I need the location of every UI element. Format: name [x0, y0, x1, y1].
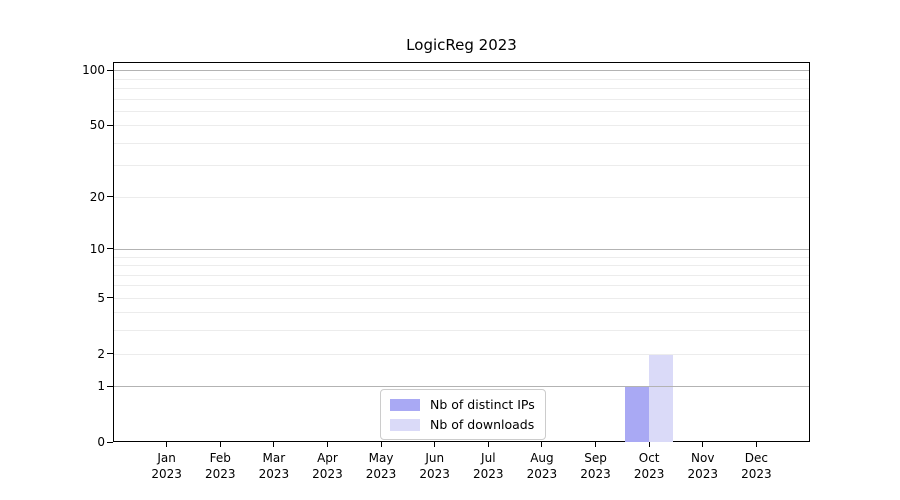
- y-tick-label-10: 10: [89, 241, 105, 256]
- x-tick-year: 2023: [687, 467, 719, 481]
- minor-gridline: [114, 98, 809, 100]
- minor-gridline: [114, 297, 809, 299]
- x-tick-month: May: [368, 451, 394, 465]
- bar-oct-distinct-ips: [625, 386, 650, 442]
- x-tick-label-dec: Dec 2023: [726, 450, 786, 482]
- x-tick-month: Jun: [425, 451, 445, 465]
- major-gridline: [114, 386, 809, 388]
- minor-gridline: [114, 78, 809, 80]
- legend-label-distinct-ips: Nb of distinct IPs: [430, 397, 535, 412]
- y-tick-mark: [107, 248, 113, 250]
- x-tick-month: Apr: [317, 451, 338, 465]
- minor-gridline: [114, 285, 809, 287]
- x-tick-label-mar: Mar 2023: [244, 450, 304, 482]
- x-tick-mark: [219, 442, 221, 447]
- y-tick-label-2: 2: [97, 346, 105, 361]
- minor-gridline: [114, 312, 809, 314]
- legend-swatch-distinct-ips: [390, 398, 420, 411]
- x-tick-month: Jan: [157, 451, 176, 465]
- x-tick-mark: [434, 442, 436, 447]
- minor-gridline: [114, 125, 809, 127]
- x-tick-mark: [166, 442, 168, 447]
- minor-gridline: [114, 142, 809, 144]
- x-tick-year: 2023: [633, 467, 665, 481]
- minor-gridline: [114, 196, 809, 198]
- x-tick-year: 2023: [419, 467, 450, 481]
- minor-gridline: [114, 330, 809, 332]
- x-tick-label-may: May 2023: [351, 450, 411, 482]
- legend: Nb of distinct IPs Nb of downloads: [380, 389, 546, 440]
- y-tick-mark: [107, 196, 113, 198]
- x-tick-label-aug: Aug 2023: [512, 450, 572, 482]
- x-tick-mark: [702, 442, 704, 447]
- x-tick-year: 2023: [312, 467, 343, 481]
- x-tick-year: 2023: [580, 467, 611, 481]
- x-tick-year: 2023: [151, 467, 182, 481]
- x-tick-month: Dec: [744, 451, 768, 465]
- chart-title: LogicReg 2023: [406, 36, 517, 54]
- minor-gridline: [114, 165, 809, 167]
- minor-gridline: [114, 88, 809, 90]
- legend-label-downloads: Nb of downloads: [430, 417, 535, 432]
- x-tick-label-sep: Sep 2023: [566, 450, 626, 482]
- major-gridline: [114, 70, 809, 72]
- x-tick-label-apr: Apr 2023: [297, 450, 357, 482]
- x-tick-label-nov: Nov 2023: [673, 450, 733, 482]
- x-tick-month: Mar: [262, 451, 286, 465]
- y-tick-mark: [107, 353, 113, 355]
- x-tick-month: Feb: [209, 451, 231, 465]
- bar-oct-downloads: [649, 353, 674, 442]
- x-tick-label-feb: Feb 2023: [190, 450, 250, 482]
- x-tick-month: Jul: [481, 451, 496, 465]
- x-tick-month: Aug: [530, 451, 554, 465]
- x-tick-month: Nov: [691, 451, 715, 465]
- x-tick-month: Sep: [584, 451, 607, 465]
- y-tick-label-50: 50: [89, 118, 105, 133]
- y-tick-mark: [107, 441, 113, 443]
- legend-row-distinct-ips: Nb of distinct IPs: [390, 397, 535, 412]
- x-tick-year: 2023: [204, 467, 236, 481]
- x-tick-year: 2023: [741, 467, 772, 481]
- minor-gridline: [114, 265, 809, 267]
- y-tick-mark: [107, 385, 113, 387]
- minor-gridline: [114, 353, 809, 355]
- x-tick-mark: [595, 442, 597, 447]
- x-tick-mark: [541, 442, 543, 447]
- x-tick-mark: [755, 442, 757, 447]
- x-tick-mark: [326, 442, 328, 447]
- y-tick-label-20: 20: [89, 189, 105, 204]
- major-gridline: [114, 248, 809, 250]
- y-tick-mark: [107, 124, 113, 126]
- x-tick-mark: [273, 442, 275, 447]
- y-tick-label-1: 1: [97, 379, 105, 394]
- minor-gridline: [114, 274, 809, 276]
- x-tick-label-jul: Jul 2023: [458, 450, 518, 482]
- x-tick-year: 2023: [473, 467, 504, 481]
- x-tick-label-jan: Jan 2023: [137, 450, 197, 482]
- x-tick-mark: [380, 442, 382, 447]
- y-tick-label-5: 5: [97, 290, 105, 305]
- y-tick-mark: [107, 297, 113, 299]
- minor-gridline: [114, 110, 809, 112]
- x-tick-label-jun: Jun 2023: [405, 450, 465, 482]
- legend-row-downloads: Nb of downloads: [390, 417, 535, 432]
- x-tick-year: 2023: [365, 467, 397, 481]
- x-tick-mark: [487, 442, 489, 447]
- y-tick-label-0: 0: [97, 435, 105, 449]
- x-tick-mark: [648, 442, 650, 447]
- x-tick-month: Oct: [638, 451, 660, 465]
- y-tick-mark: [107, 69, 113, 71]
- legend-swatch-downloads: [390, 418, 420, 431]
- x-tick-year: 2023: [258, 467, 290, 481]
- x-tick-year: 2023: [526, 467, 558, 481]
- minor-gridline: [114, 256, 809, 258]
- x-tick-label-oct: Oct 2023: [619, 450, 679, 482]
- y-tick-label-100: 100: [82, 63, 105, 78]
- plot-area: [113, 62, 810, 442]
